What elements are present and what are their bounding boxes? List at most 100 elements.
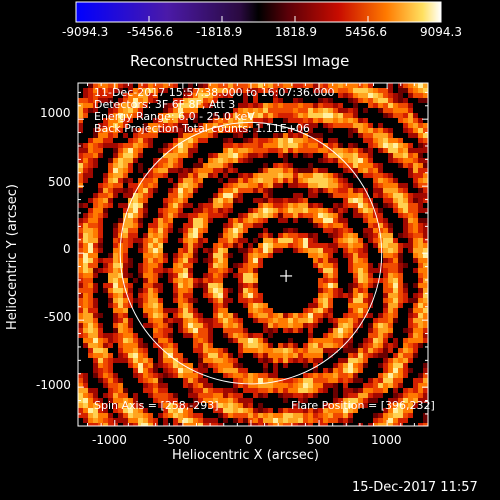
image-pixel xyxy=(348,298,353,303)
image-pixel xyxy=(358,83,363,88)
image-pixel xyxy=(113,243,118,248)
image-pixel xyxy=(413,153,418,158)
image-pixel xyxy=(298,203,303,208)
image-pixel xyxy=(293,408,298,413)
image-pixel xyxy=(123,413,128,418)
image-pixel xyxy=(318,343,323,348)
image-pixel xyxy=(363,343,368,348)
image-pixel xyxy=(243,128,248,133)
image-pixel xyxy=(403,148,408,153)
image-pixel xyxy=(423,263,428,268)
image-pixel xyxy=(328,373,333,378)
image-pixel xyxy=(323,98,328,103)
image-pixel xyxy=(318,148,323,153)
image-pixel xyxy=(153,233,158,238)
image-pixel xyxy=(373,423,378,426)
image-pixel xyxy=(413,393,418,398)
image-pixel xyxy=(278,343,283,348)
image-pixel xyxy=(288,353,293,358)
image-pixel xyxy=(163,313,168,318)
image-pixel xyxy=(233,338,238,343)
image-pixel xyxy=(423,363,428,368)
image-pixel xyxy=(148,143,153,148)
image-pixel xyxy=(383,408,388,413)
image-pixel xyxy=(188,408,193,413)
image-pixel xyxy=(88,88,93,93)
image-pixel xyxy=(348,388,353,393)
image-pixel xyxy=(343,233,348,238)
image-pixel xyxy=(253,183,258,188)
image-pixel xyxy=(183,378,188,383)
image-pixel xyxy=(328,193,333,198)
image-pixel xyxy=(403,353,408,358)
image-pixel xyxy=(88,108,93,113)
image-pixel xyxy=(208,128,213,133)
image-pixel xyxy=(298,348,303,353)
image-pixel xyxy=(298,193,303,198)
image-pixel xyxy=(83,108,88,113)
image-pixel xyxy=(88,198,93,203)
image-pixel xyxy=(198,133,203,138)
image-pixel xyxy=(78,158,83,163)
image-pixel xyxy=(138,263,143,268)
image-pixel xyxy=(253,153,258,158)
image-pixel xyxy=(198,173,203,178)
image-pixel xyxy=(413,258,418,263)
image-pixel xyxy=(113,333,118,338)
image-pixel xyxy=(413,148,418,153)
image-pixel xyxy=(118,168,123,173)
image-pixel xyxy=(378,193,383,198)
image-pixel xyxy=(323,293,328,298)
image-pixel xyxy=(358,273,363,278)
image-pixel xyxy=(173,268,178,273)
image-pixel xyxy=(333,183,338,188)
image-pixel xyxy=(358,238,363,243)
image-pixel xyxy=(188,333,193,338)
image-pixel xyxy=(78,163,83,168)
image-pixel xyxy=(348,323,353,328)
image-pixel xyxy=(378,228,383,233)
image-pixel xyxy=(213,263,218,268)
image-pixel xyxy=(183,373,188,378)
image-pixel xyxy=(88,313,93,318)
image-pixel xyxy=(158,148,163,153)
image-pixel xyxy=(378,278,383,283)
image-pixel xyxy=(143,258,148,263)
image-pixel xyxy=(103,193,108,198)
image-pixel xyxy=(228,203,233,208)
image-pixel xyxy=(158,383,163,388)
image-pixel xyxy=(113,378,118,383)
image-pixel xyxy=(148,383,153,388)
image-pixel xyxy=(273,178,278,183)
image-pixel xyxy=(203,378,208,383)
image-pixel xyxy=(353,308,358,313)
image-pixel xyxy=(228,218,233,223)
image-pixel xyxy=(383,248,388,253)
image-pixel xyxy=(163,223,168,228)
image-pixel xyxy=(228,88,233,93)
image-pixel xyxy=(308,213,313,218)
image-pixel xyxy=(208,288,213,293)
image-pixel xyxy=(123,303,128,308)
image-pixel xyxy=(388,308,393,313)
image-pixel xyxy=(308,238,313,243)
image-pixel xyxy=(118,333,123,338)
image-pixel xyxy=(118,383,123,388)
image-pixel xyxy=(178,308,183,313)
image-pixel xyxy=(378,173,383,178)
image-pixel xyxy=(293,383,298,388)
image-pixel xyxy=(238,103,243,108)
image-pixel xyxy=(163,233,168,238)
image-pixel xyxy=(293,353,298,358)
image-pixel xyxy=(213,423,218,426)
image-pixel xyxy=(93,213,98,218)
image-pixel xyxy=(228,413,233,418)
image-pixel xyxy=(218,88,223,93)
image-pixel xyxy=(283,153,288,158)
image-pixel xyxy=(348,238,353,243)
image-pixel xyxy=(288,238,293,243)
image-pixel xyxy=(248,248,253,253)
image-pixel xyxy=(233,243,238,248)
image-pixel xyxy=(313,248,318,253)
image-pixel xyxy=(298,328,303,333)
